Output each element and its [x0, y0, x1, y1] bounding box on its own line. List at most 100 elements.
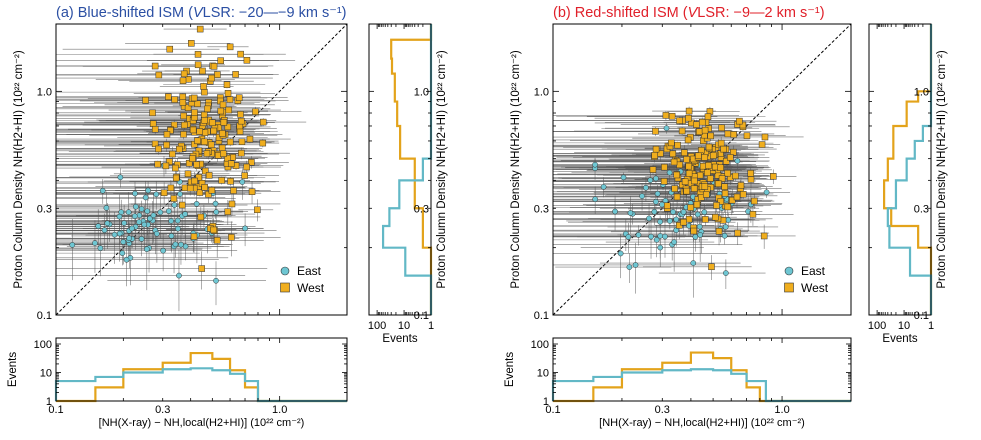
west-point [205, 191, 212, 198]
west-point [178, 201, 186, 209]
west-point [259, 118, 267, 126]
east-point [612, 208, 618, 215]
west-point [201, 116, 208, 124]
y-hist-frame [368, 23, 432, 316]
west-point [184, 104, 192, 111]
east-point [212, 200, 219, 207]
west-point [649, 166, 657, 173]
east-point [666, 218, 673, 224]
west-point [652, 145, 660, 153]
west-point [693, 121, 700, 128]
east-point [154, 230, 160, 237]
west-point [238, 149, 245, 157]
west-point [238, 138, 246, 146]
east-point [147, 215, 153, 222]
y-histogram: 100 10 1 Events 0.1 0.3 1.0 Proton Column Densi… [868, 23, 948, 345]
west-point [715, 180, 722, 188]
east-point [99, 187, 106, 194]
x-hist-ylabel: Events [504, 352, 516, 387]
y-tick-label: 1.0 [37, 86, 52, 98]
west-point [259, 139, 267, 147]
east-point [639, 193, 645, 199]
west-point [194, 61, 202, 69]
west-point [676, 161, 683, 169]
west-point [194, 100, 201, 107]
title-prefix: (b) Red-shifted ISM ( [553, 5, 688, 21]
west-point [703, 191, 710, 198]
east-point [696, 223, 703, 230]
west-point [170, 195, 178, 202]
west-point [155, 145, 162, 153]
west-point [718, 175, 726, 182]
east-point [673, 216, 680, 223]
west-point [198, 265, 205, 272]
west-point [238, 117, 245, 125]
west-point [684, 136, 692, 144]
x-tick-label: 1.0 [774, 404, 789, 416]
west-point [185, 159, 193, 167]
panel-b: (b) Red-shifted ISM (VLSR: −9—2 km s⁻¹) 0… [504, 5, 948, 429]
west-point [747, 170, 754, 177]
west-point [218, 144, 226, 152]
y-hist-xlabel: Events [882, 333, 917, 345]
east-point [168, 218, 174, 224]
west-point [151, 125, 159, 133]
y-hist-east [886, 24, 933, 315]
west-point [685, 162, 693, 170]
west-point [226, 138, 234, 146]
east-point [627, 210, 634, 216]
y-hist-xtick-label: 100 [868, 320, 886, 332]
west-point [704, 113, 712, 121]
west-point [217, 107, 225, 115]
east-point [138, 236, 145, 242]
west-point [179, 99, 187, 106]
west-point [673, 171, 681, 179]
x-hist-frame [552, 337, 852, 402]
x-histogram: 1 10 100 Events 0.1 0.3 1.0[NH(X-ray) − NH,loc… [504, 337, 852, 429]
west-point [201, 88, 208, 96]
x-hist-ytick-label: 100 [34, 339, 52, 351]
title-v: V [193, 5, 204, 21]
west-point [196, 128, 203, 135]
west-point [236, 128, 244, 135]
west-point [243, 163, 250, 171]
east-point [657, 233, 664, 239]
one-to-one-line [56, 24, 347, 315]
west-point [699, 162, 707, 170]
west-point [232, 71, 239, 78]
west-point [721, 190, 729, 197]
west-point [188, 40, 195, 47]
y-hist-ytick-label: 1.0 [914, 86, 929, 98]
west-point [154, 160, 161, 168]
west-point [708, 263, 715, 271]
west-point [713, 202, 720, 209]
west-point [149, 120, 157, 127]
west-point [727, 154, 734, 161]
east-point [193, 201, 200, 207]
west-point [733, 193, 741, 201]
east-point [653, 198, 659, 205]
east-point [626, 264, 633, 270]
west-point [690, 185, 698, 192]
east-point [165, 208, 172, 214]
west-point [202, 167, 209, 175]
west-point [721, 183, 728, 190]
west-point [673, 193, 681, 201]
east-point [721, 232, 728, 239]
east-point [177, 191, 183, 197]
west-point [228, 234, 235, 241]
west-point [166, 45, 174, 53]
west-point [690, 227, 698, 235]
x-tick-label: 0.3 [155, 404, 170, 416]
y-histogram: 100 10 1 Events 0.1 0.3 1.0 Proton Column Densi… [368, 23, 448, 345]
title-suffix: LSR: −20—−9 km s⁻¹) [203, 5, 347, 21]
y-hist-xtick-label: 1 [428, 320, 434, 332]
west-point [160, 189, 168, 197]
east-point [69, 242, 76, 248]
y-tick-label: 1.0 [534, 86, 549, 98]
east-point [168, 233, 175, 239]
west-point [193, 161, 200, 168]
west-point [248, 159, 255, 166]
west-point [751, 197, 758, 205]
